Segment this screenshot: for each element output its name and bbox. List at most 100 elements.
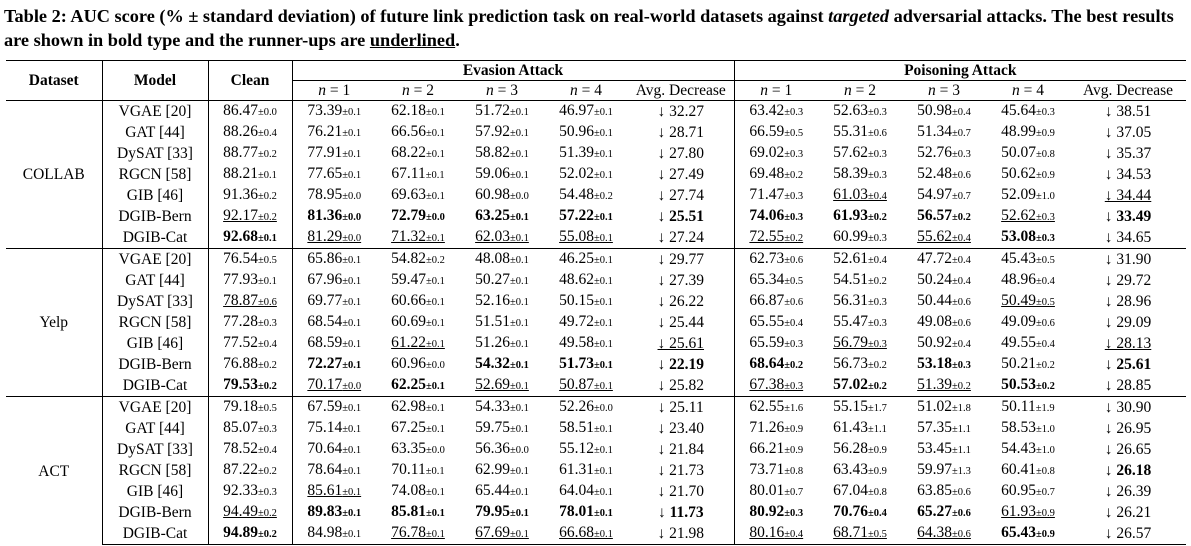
model-name: DySAT [33] [101, 291, 208, 313]
cell-std: ±0.2 [257, 381, 277, 393]
cell-std: ±0.3 [868, 170, 887, 182]
cell-mean: ↓ 35.37 [1104, 145, 1152, 163]
cell-std: ±0.9 [1036, 529, 1055, 541]
table-row: GIB [46] 91.36±0.2 78.95±0.0 69.63±0.1 60.98… [6, 185, 1186, 207]
value-cell: 70.76±0.4 [818, 502, 902, 523]
cell-mean: 51.02 [917, 398, 953, 416]
cell-mean: 55.47 [833, 313, 869, 331]
cell-std: ±0.3 [784, 381, 804, 393]
cell-mean: 57.22 [559, 207, 594, 225]
cell-mean: 65.43 [1001, 524, 1037, 542]
cell-mean: 52.26 [559, 398, 594, 416]
cell-mean: 63.43 [833, 461, 869, 479]
cell-mean: 52.62 [1001, 207, 1037, 225]
table-row: GAT [44] 85.07±0.3 75.14±0.1 67.25±0.1 59.75… [6, 418, 1186, 440]
value-cell: 78.01±0.1 [544, 502, 628, 523]
cell-mean: 68.64 [749, 355, 785, 373]
value-cell: 56.73±0.2 [818, 354, 902, 375]
value-cell: ↓ 28.96 [1070, 291, 1186, 312]
cell-mean: 85.61 [307, 482, 343, 500]
cell-mean: 55.12 [559, 440, 594, 458]
cell-mean: 77.65 [307, 165, 343, 183]
header-row-1: Dataset Model Clean Evasion Attack Poiso… [6, 59, 1187, 101]
cell-std: ±0.1 [425, 381, 445, 393]
cell-std: ±0.1 [342, 297, 362, 309]
value-cell: 52.62±0.3 [986, 206, 1070, 227]
cell-std: ±1.1 [868, 424, 887, 436]
cell-mean: ↓ 21.84 [657, 441, 705, 459]
cell-std: ±0.2 [257, 466, 277, 478]
value-cell: 50.96±0.1 [544, 122, 628, 143]
dataset-group: Yelp VGAE [20] 76.54±0.5 65.86±0.1 54.82±0.2… [6, 248, 1187, 397]
model-name: VGAE [20] [101, 396, 208, 419]
cell-mean: 58.51 [559, 419, 594, 437]
cell-mean: 52.02 [559, 165, 594, 183]
header-model: Model [101, 59, 208, 101]
cell-std: ±0.2 [1036, 381, 1055, 393]
value-cell: 50.27±0.1 [460, 270, 544, 291]
cell-std: ±0.6 [257, 297, 277, 309]
cell-std: ±0.1 [593, 445, 613, 457]
n-symbol: n [928, 82, 936, 100]
cell-mean: ↓ 26.65 [1104, 441, 1152, 459]
cell-mean: ↓ 26.39 [1104, 483, 1152, 501]
cell-std: ±0.0 [257, 107, 277, 119]
cell-mean: ↓ 22.19 [657, 356, 705, 374]
cell-std: ±0.4 [952, 233, 971, 245]
results-table: Dataset Model Clean Evasion Attack Poiso… [6, 59, 1187, 546]
value-cell: 60.95±0.7 [986, 481, 1070, 502]
cell-mean: 65.55 [749, 313, 785, 331]
cell-mean: ↓ 21.98 [657, 525, 705, 543]
value-cell: 48.08±0.1 [460, 248, 544, 271]
cell-mean: 52.48 [917, 165, 953, 183]
value-cell: 65.43±0.9 [986, 523, 1071, 546]
cell-mean: 57.35 [917, 419, 953, 437]
cell-mean: 78.64 [307, 461, 343, 479]
model-name: GIB [46] [101, 333, 208, 355]
value-cell: 63.35±0.0 [376, 439, 460, 460]
evasion-n2-header: n = 2 [376, 80, 460, 102]
value-cell: 81.36±0.0 [291, 206, 376, 228]
value-cell: 53.45±1.1 [902, 439, 986, 460]
value-cell: 64.38±0.6 [902, 523, 987, 546]
value-cell: 63.25±0.1 [460, 206, 544, 227]
cell-mean: 72.79 [391, 207, 426, 225]
value-cell: 49.08±0.6 [902, 312, 986, 333]
value-cell: ↓ 26.95 [1070, 418, 1186, 439]
value-cell: 52.09±1.0 [986, 185, 1070, 206]
value-cell: 67.25±0.1 [376, 418, 460, 439]
value-cell: 71.47±0.3 [733, 185, 819, 207]
cell-std: ±0.1 [593, 466, 613, 478]
value-cell: 54.32±0.1 [460, 354, 544, 375]
value-cell: 68.22±0.1 [376, 143, 460, 164]
value-cell: 71.32±0.1 [376, 227, 460, 249]
cell-std: ±0.7 [952, 191, 971, 203]
table-row: DGIB-Bern 94.49±0.2 89.83±0.1 85.81±0.1 79.9… [6, 502, 1186, 524]
cell-std: ±0.1 [425, 149, 445, 161]
value-cell: 59.97±1.3 [902, 460, 986, 481]
cell-mean: 51.26 [475, 334, 510, 352]
evasion-n3-header: n = 3 [460, 80, 544, 102]
value-cell: 69.02±0.3 [733, 143, 819, 165]
cell-mean: ↓ 27.24 [657, 229, 705, 247]
table-row: DGIB-Bern 76.88±0.2 72.27±0.1 60.96±0.0 54.3… [6, 354, 1186, 376]
cell-std: ±0.6 [784, 255, 804, 267]
value-cell: 65.59±0.3 [733, 333, 819, 355]
cell-mean: ↓ 37.05 [1104, 124, 1152, 142]
cell-mean: 51.73 [559, 355, 594, 373]
evasion-n4-header: n = 4 [544, 80, 628, 102]
n-value: = 2 [855, 82, 877, 100]
cell-mean: ↓ 21.73 [657, 462, 705, 480]
cell-mean: 50.07 [1001, 144, 1037, 162]
cell-mean: ↓ 23.40 [657, 420, 705, 438]
cell-mean: ↓ 33.49 [1104, 208, 1152, 226]
cell-mean: 56.31 [833, 292, 869, 310]
cell-mean: ↓ 26.21 [1104, 504, 1152, 522]
cell-mean: 54.97 [917, 186, 953, 204]
n-value: = 2 [413, 82, 434, 100]
value-cell: 52.61±0.4 [818, 248, 903, 271]
cell-mean: 50.96 [559, 123, 594, 141]
cell-std: ±1.0 [1036, 424, 1055, 436]
header-poisoning-attack: Poisoning Attack [733, 59, 1187, 82]
cell-std: ±0.1 [509, 212, 529, 224]
